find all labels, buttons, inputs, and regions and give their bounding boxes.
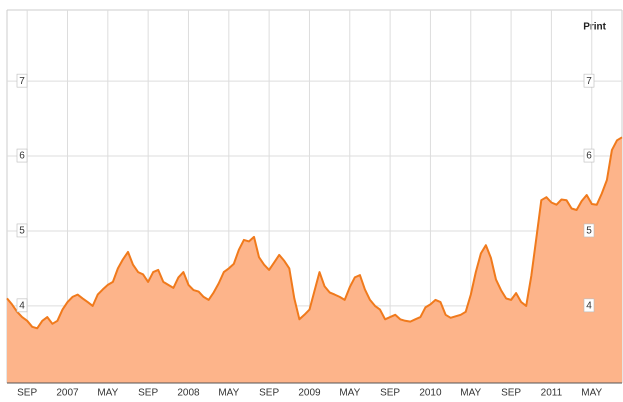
price-line (6, 136, 623, 330)
y-tick: 6 (16, 148, 28, 163)
y-tick-box (16, 73, 28, 88)
y-tick-box (583, 223, 595, 238)
x-tick-label: MAY (460, 388, 481, 399)
y-tick-box (16, 298, 28, 313)
y-tick-label: 6 (586, 151, 592, 162)
x-tick-label: SEP (259, 388, 279, 399)
y-tick-box (583, 73, 595, 88)
y-tick: 7 (16, 73, 28, 88)
y-tick-label: 4 (19, 300, 25, 311)
x-tick-label: MAY (97, 388, 118, 399)
y-tick-label: 4 (586, 300, 592, 311)
y-tick-box (583, 298, 595, 313)
y-tick-box (16, 223, 28, 238)
x-tick-label: 2010 (419, 388, 442, 399)
y-tick: 6 (583, 148, 595, 163)
y-tick-label: 5 (19, 226, 25, 237)
y-tick: 4 (16, 298, 28, 313)
y-tick-label: 6 (19, 151, 25, 162)
area-fill (7, 137, 622, 383)
y-tick-label: 5 (586, 226, 592, 237)
x-tick-label: MAY (339, 388, 360, 399)
y-tick: 4 (583, 298, 595, 313)
x-tick-label: MAY (581, 388, 602, 399)
y-tick-label: 7 (586, 76, 592, 87)
y-tick: 7 (583, 73, 595, 88)
y-tick-box (16, 148, 28, 163)
x-tick-label: MAY (218, 388, 239, 399)
x-tick-label: 2008 (177, 388, 200, 399)
x-tick-label: 2011 (541, 388, 563, 399)
x-tick-label: 2007 (56, 388, 79, 399)
x-tick-label: SEP (380, 388, 400, 399)
print-link[interactable]: Print (583, 22, 606, 33)
y-tick-box (583, 148, 595, 163)
y-tick: 5 (16, 223, 28, 238)
x-tick-label: SEP (501, 388, 521, 399)
y-tick-label: 7 (19, 76, 25, 87)
x-tick-label: SEP (17, 388, 37, 399)
y-tick: 5 (583, 223, 595, 238)
x-tick-label: 2009 (298, 388, 321, 399)
x-tick-label: SEP (138, 388, 158, 399)
